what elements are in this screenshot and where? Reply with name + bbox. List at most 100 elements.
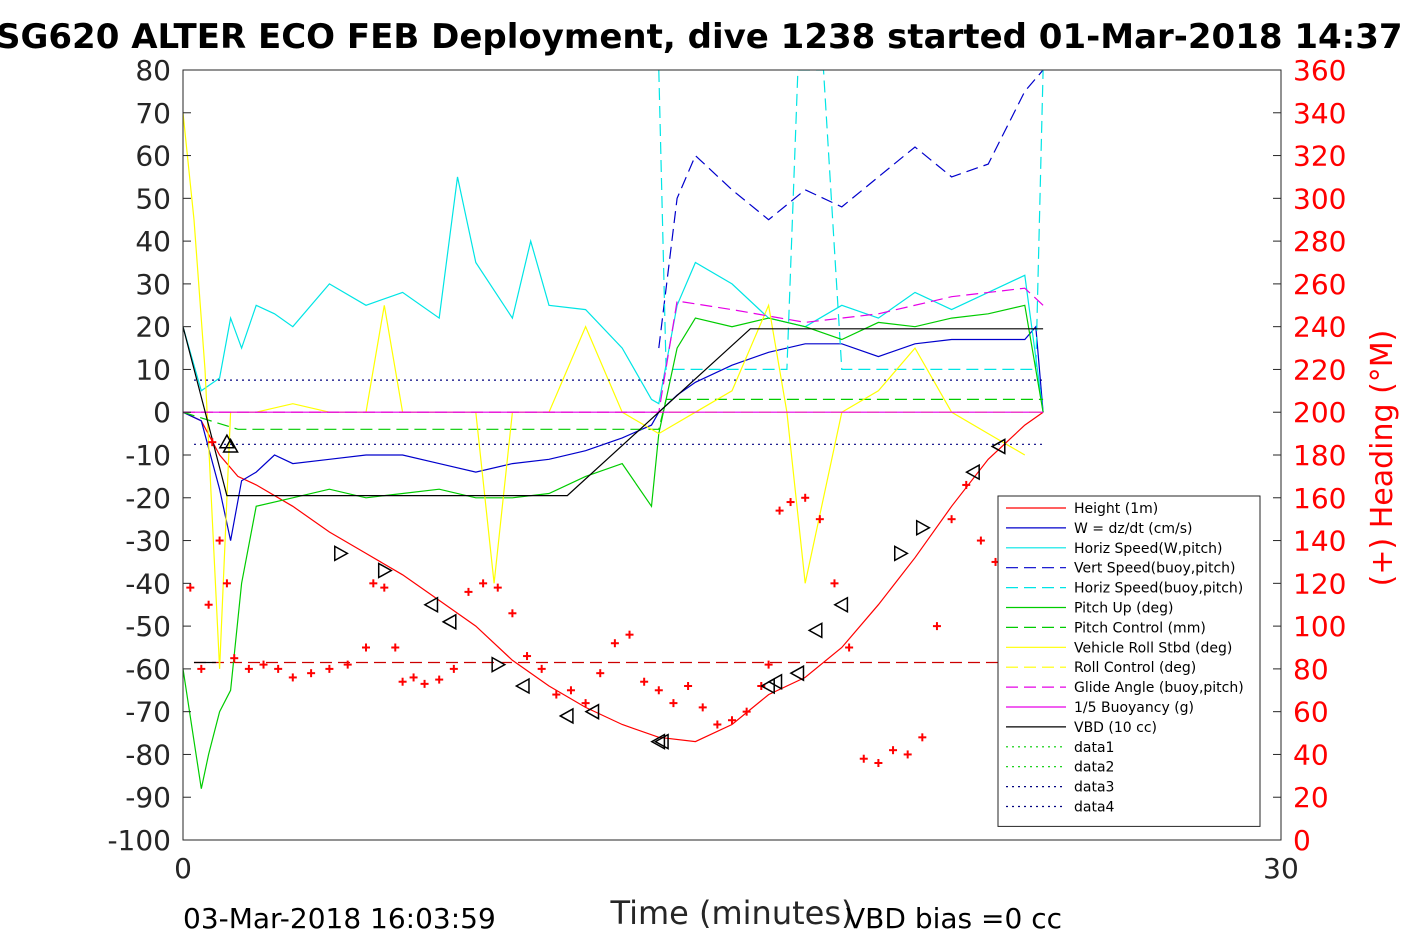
heading-point (640, 677, 649, 686)
heading-point (918, 733, 927, 742)
left-tick-label: -100 (107, 824, 171, 857)
heading-point (815, 515, 824, 524)
left-tick-label: -30 (125, 525, 171, 558)
legend-entry: Horiz Speed(W,pitch) (1006, 541, 1222, 557)
right-tick-label: 280 (1293, 225, 1346, 258)
heading-point (259, 660, 268, 669)
right-tick-label: 200 (1293, 396, 1346, 429)
legend-entry: Height (1m) (1006, 501, 1158, 517)
legend-label: data3 (1074, 780, 1114, 796)
legend-label: Vehicle Roll Stbd (deg) (1074, 640, 1232, 656)
footer-timestamp: 03-Mar-2018 16:03:59 (183, 902, 496, 935)
heading-point (409, 673, 418, 682)
right-tick-label: 40 (1293, 738, 1329, 771)
legend-entry: data4 (1006, 800, 1115, 816)
left-tick-label: 0 (153, 396, 171, 429)
heading-point (889, 746, 898, 755)
right-tick-label: 0 (1293, 824, 1311, 857)
heading-point (343, 660, 352, 669)
heading-point (566, 686, 575, 695)
heading-point (932, 622, 941, 631)
right-tick-label: 80 (1293, 653, 1329, 686)
heading-point (625, 630, 634, 639)
heading-point (449, 664, 458, 673)
series-line (183, 287, 1044, 413)
legend-entry: VBD (10 cc) (1006, 720, 1157, 736)
title-group: SG620 ALTER ECO FEB Deployment, dive 123… (0, 17, 1403, 57)
legend: Height (1m) W = dz/dt (cm/s) Horiz Speed(W… (997, 495, 1261, 827)
heading-point (420, 679, 429, 688)
left-tick-label: -60 (125, 653, 171, 686)
heading-point (537, 664, 546, 673)
heading-point (493, 583, 502, 592)
heading-point (186, 583, 195, 592)
heading-point (976, 536, 985, 545)
triangle-marker (760, 677, 775, 695)
triangle-marker (789, 664, 805, 682)
heading-point (552, 690, 561, 699)
left-tick-label: -10 (125, 439, 171, 472)
heading-point (435, 675, 444, 684)
triangle-marker (894, 545, 909, 562)
left-tick-label: 60 (135, 140, 171, 173)
legend-label: Glide Angle (buoy,pitch) (1074, 680, 1244, 696)
left-tick-label: -70 (125, 696, 171, 729)
heading-point (369, 579, 378, 588)
legend-entry: data3 (1006, 780, 1114, 796)
triangle-marker (491, 656, 507, 673)
heading-point (464, 587, 473, 596)
heading-point (610, 639, 619, 648)
heading-point (596, 669, 605, 678)
heading-point (398, 677, 407, 686)
heading-point (307, 669, 316, 678)
right-tick-label: 60 (1293, 696, 1329, 729)
legend-label: Vert Speed(buoy,pitch) (1074, 561, 1236, 577)
heading-point (684, 682, 693, 690)
heading-point (208, 438, 217, 447)
series-line (183, 411, 1044, 743)
right-tick-label: 100 (1293, 610, 1346, 643)
heading-point (581, 699, 590, 708)
left-tick-label: -40 (125, 567, 171, 600)
heading-point (830, 579, 839, 588)
left-tick-label: 10 (135, 353, 171, 386)
triangle-marker (767, 673, 783, 690)
right-tick-label: 120 (1293, 567, 1346, 600)
triangle-marker (334, 545, 349, 562)
triangle-marker (650, 733, 666, 750)
heading-point (654, 686, 663, 695)
legend-label: Pitch Control (mm) (1074, 620, 1206, 636)
heading-point (288, 673, 297, 682)
right-tick-label: 320 (1293, 140, 1346, 173)
triangle-marker (915, 519, 931, 536)
triangle-marker (218, 433, 236, 449)
heading-point (698, 703, 707, 712)
triangle-marker (377, 562, 393, 579)
heading-point (244, 664, 253, 673)
legend-label: Height (1m) (1074, 501, 1158, 517)
heading-point (859, 754, 868, 763)
heading-point (215, 536, 224, 545)
legend-label: data2 (1074, 760, 1114, 776)
triangle-marker (584, 703, 600, 720)
right-tick-label: 220 (1293, 353, 1346, 386)
triangle-marker (833, 596, 849, 613)
chart-title: SG620 ALTER ECO FEB Deployment, dive 123… (0, 17, 1403, 57)
legend-label: Pitch Up (deg) (1074, 601, 1173, 617)
legend-label: VBD (10 cc) (1074, 720, 1157, 736)
legend-entry: data2 (1006, 760, 1114, 776)
right-tick-label: 180 (1293, 439, 1346, 472)
heading-point (222, 579, 231, 588)
legend-label: W = dz/dt (cm/s) (1074, 521, 1193, 537)
legend-label: Roll Control (deg) (1074, 660, 1196, 676)
series-line (183, 304, 1044, 789)
heading-point (362, 643, 370, 652)
right-tick-label: 340 (1293, 97, 1346, 130)
legend-entry: Glide Angle (buoy,pitch) (1006, 680, 1244, 696)
triangle-marker (807, 622, 823, 639)
right-tick-label: 300 (1293, 182, 1346, 215)
heading-point (728, 716, 736, 725)
right-axis-label: (+) Heading (°M) (1365, 330, 1400, 587)
heading-point (523, 652, 532, 661)
legend-entry: W = dz/dt (cm/s) (1006, 521, 1193, 537)
